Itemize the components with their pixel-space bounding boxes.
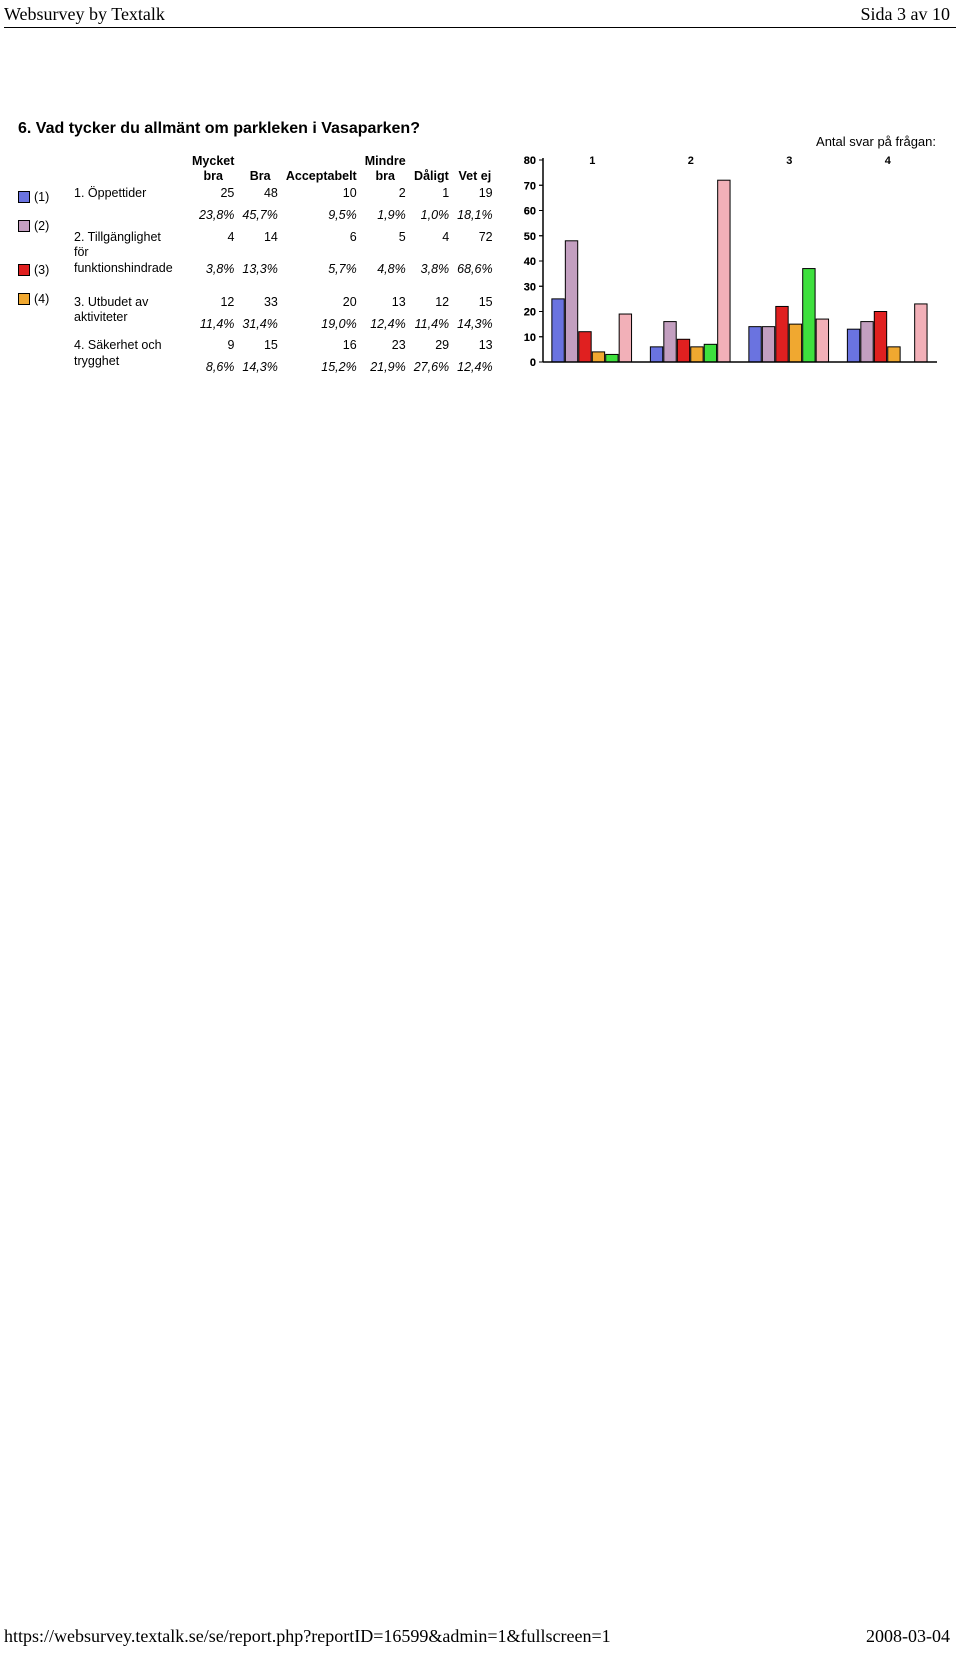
cell-value: 14: [238, 230, 281, 263]
cell-pct: 12,4%: [361, 317, 410, 339]
cell-value: 19: [453, 186, 496, 208]
legend-item-4: (4): [18, 292, 62, 306]
cell-value: 29: [410, 338, 453, 360]
cell-pct: 4,8%: [361, 262, 410, 295]
cell-pct: 1,0%: [410, 208, 453, 230]
cell-value: 72: [453, 230, 496, 263]
svg-text:2: 2: [687, 155, 693, 167]
svg-text:70: 70: [523, 180, 535, 192]
cell-pct: 9,5%: [282, 208, 361, 230]
table-row: 4. Säkerhet ochtrygghet91516232913: [70, 338, 497, 360]
cell-value: 25: [188, 186, 238, 208]
cell-pct: 11,4%: [188, 317, 238, 339]
cell-value: 16: [282, 338, 361, 360]
col-1: Bra: [238, 152, 281, 186]
cell-value: 1: [410, 186, 453, 208]
cell-pct: 8,6%: [188, 360, 238, 382]
row-label: 4. Säkerhet ochtrygghet: [70, 338, 188, 382]
svg-text:3: 3: [786, 155, 792, 167]
swatch-3: [18, 264, 30, 276]
svg-text:4: 4: [884, 155, 891, 167]
svg-text:30: 30: [523, 281, 535, 293]
cell-pct: 27,6%: [410, 360, 453, 382]
cell-value: 12: [410, 295, 453, 317]
cell-pct: 31,4%: [238, 317, 281, 339]
swatch-2: [18, 220, 30, 232]
data-table: Mycketbra Bra Acceptabelt Mindrebra Dåli…: [70, 152, 497, 382]
cell-value: 33: [238, 295, 281, 317]
cell-pct: 15,2%: [282, 360, 361, 382]
svg-text:80: 80: [523, 155, 535, 167]
cell-pct: 68,6%: [453, 262, 496, 295]
cell-value: 20: [282, 295, 361, 317]
chart-svg: 01020304050607080010203040506070801234: [513, 152, 943, 382]
cell-pct: 11,4%: [410, 317, 453, 339]
col-3: Mindrebra: [361, 152, 410, 186]
svg-text:1: 1: [589, 155, 595, 167]
legend-item-3: (3): [18, 263, 62, 277]
cell-value: 15: [453, 295, 496, 317]
page-header: Websurvey by Textalk Sida 3 av 10: [0, 0, 960, 27]
cell-pct: 19,0%: [282, 317, 361, 339]
legend: (1) (2) (3) (4): [18, 152, 62, 382]
table-row: 2. Tillgänglighetförfunktionshindrade414…: [70, 230, 497, 263]
header-right: Sida 3 av 10: [861, 4, 951, 25]
cell-pct: 5,7%: [282, 262, 361, 295]
swatch-4: [18, 293, 30, 305]
svg-text:10: 10: [523, 332, 535, 344]
legend-idx-4: (4): [34, 292, 49, 306]
table-row: 1. Öppettider2548102119: [70, 186, 497, 208]
header-left: Websurvey by Textalk: [4, 4, 165, 25]
svg-text:20: 20: [523, 307, 535, 319]
legend-item-2: (2): [18, 219, 62, 233]
cell-pct: 18,1%: [453, 208, 496, 230]
cell-value: 12: [188, 295, 238, 317]
col-4: Dåligt: [410, 152, 453, 186]
table-row: 3. Utbudet avaktiviteter123320131215: [70, 295, 497, 317]
cell-pct: 1,9%: [361, 208, 410, 230]
swatch-1: [18, 191, 30, 203]
cell-value: 9: [188, 338, 238, 360]
col-2: Acceptabelt: [282, 152, 361, 186]
row-label: 1. Öppettider: [70, 186, 188, 230]
svg-text:0: 0: [529, 357, 535, 369]
cell-pct: 14,3%: [453, 317, 496, 339]
cell-value: 4: [410, 230, 453, 263]
footer-url: https://websurvey.textalk.se/se/report.p…: [4, 1626, 611, 1647]
legend-idx-1: (1): [34, 190, 49, 204]
row-label: 3. Utbudet avaktiviteter: [70, 295, 188, 339]
response-chart: 01020304050607080010203040506070801234: [513, 152, 943, 382]
cell-value: 2: [361, 186, 410, 208]
cell-value: 6: [282, 230, 361, 263]
cell-value: 13: [453, 338, 496, 360]
legend-idx-2: (2): [34, 219, 49, 233]
cell-pct: 13,3%: [238, 262, 281, 295]
cell-value: 10: [282, 186, 361, 208]
legend-idx-3: (3): [34, 263, 49, 277]
cell-pct: 3,8%: [188, 262, 238, 295]
cell-value: 13: [361, 295, 410, 317]
cell-value: 23: [361, 338, 410, 360]
cell-value: 5: [361, 230, 410, 263]
svg-text:50: 50: [523, 231, 535, 243]
footer-date: 2008-03-04: [866, 1626, 950, 1647]
svg-text:60: 60: [523, 206, 535, 218]
legend-item-1: (1): [18, 190, 62, 204]
col-5: Vet ej: [453, 152, 496, 186]
cell-value: 15: [238, 338, 281, 360]
row-label: 2. Tillgänglighetförfunktionshindrade: [70, 230, 188, 295]
cell-pct: 23,8%: [188, 208, 238, 230]
cell-pct: 3,8%: [410, 262, 453, 295]
cell-value: 48: [238, 186, 281, 208]
cell-pct: 14,3%: [238, 360, 281, 382]
svg-text:40: 40: [523, 256, 535, 268]
question-subtitle: Antal svar på frågan:: [816, 134, 936, 149]
cell-pct: 12,4%: [453, 360, 496, 382]
cell-value: 4: [188, 230, 238, 263]
cell-pct: 45,7%: [238, 208, 281, 230]
cell-pct: 21,9%: [361, 360, 410, 382]
col-0: Mycketbra: [188, 152, 238, 186]
